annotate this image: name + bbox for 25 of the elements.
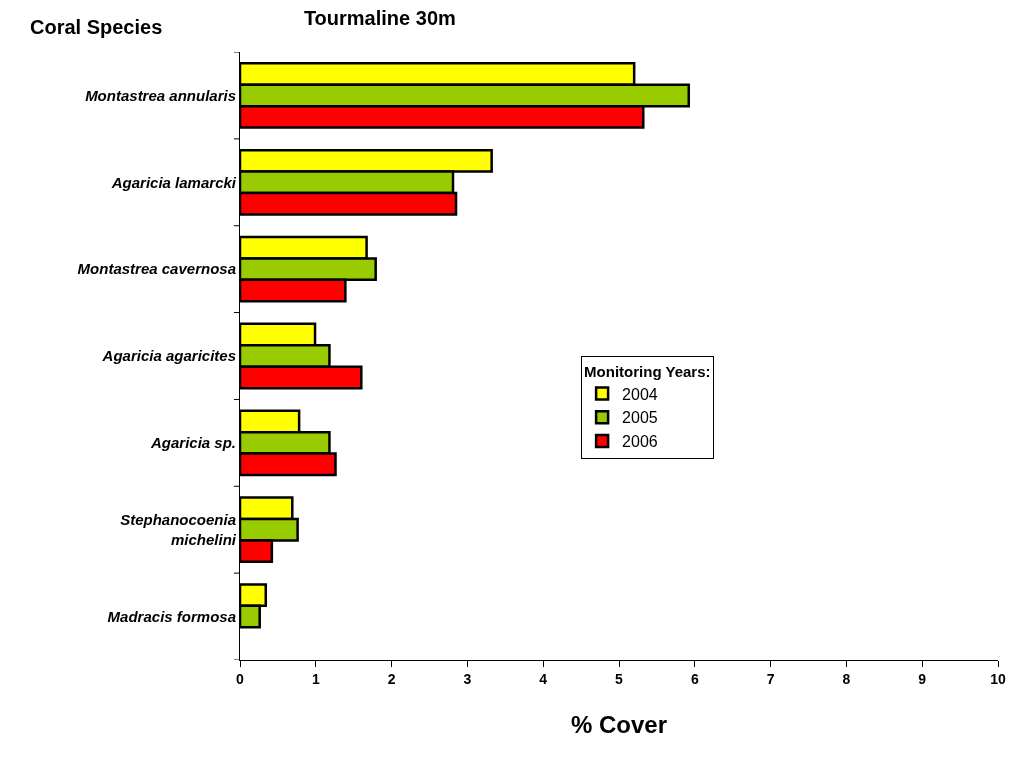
x-tick-label: 6 <box>690 670 699 687</box>
y-tick-label: Stephanocoenia michelini <box>120 511 237 548</box>
chart-title: Tourmaline 30m <box>303 7 456 30</box>
x-tick-label: 9 <box>918 670 927 687</box>
x-tick-label: 3 <box>463 670 472 687</box>
legend-label: 2005 <box>622 409 658 427</box>
y-tick-label: Agaricia sp. <box>149 434 236 452</box>
legend-title: Monitoring Years: <box>584 362 711 380</box>
x-tick-label: 10 <box>990 670 1006 687</box>
y-tick-label: Agaricia agaricites <box>101 347 236 365</box>
legend-label: 2004 <box>622 385 658 403</box>
x-axis-title: % Cover <box>570 711 668 739</box>
x-tick-label: 5 <box>615 670 624 687</box>
x-tick-label: 0 <box>236 670 245 687</box>
y-tick-label: Montastrea cavernosa <box>77 260 236 278</box>
y-tick-label: Montastrea annularis <box>85 86 236 104</box>
y-tick-label: Agaricia lamarcki <box>110 173 237 191</box>
x-tick-label: 4 <box>539 670 548 687</box>
x-tick-label: 8 <box>842 670 851 687</box>
x-tick-label: 1 <box>311 670 320 687</box>
x-tick-label: 7 <box>766 670 775 687</box>
y-axis-title: Coral Species <box>30 16 163 38</box>
legend-label: 2006 <box>622 433 658 451</box>
y-tick-label: Madracis formosa <box>107 607 236 625</box>
x-tick-label: 2 <box>387 670 396 687</box>
